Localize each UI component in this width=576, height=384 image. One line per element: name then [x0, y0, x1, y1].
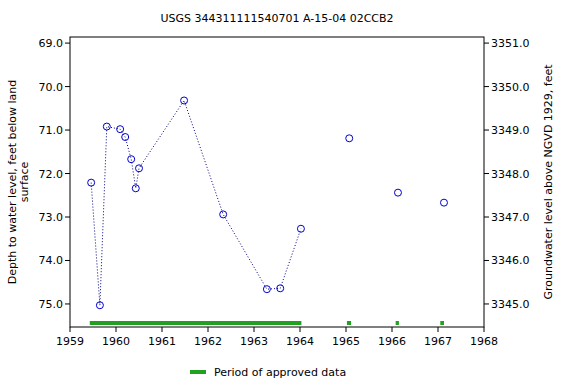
- y-tick-label: 75.0: [39, 298, 64, 311]
- y-tick: [65, 260, 70, 261]
- approved-period: [90, 321, 302, 325]
- plot-area: [88, 97, 448, 325]
- y-tick: [65, 43, 70, 44]
- y-tick: [65, 86, 70, 87]
- y-tick: [65, 303, 70, 304]
- legend-label: Period of approved data: [214, 366, 346, 379]
- y2-tick: [484, 217, 489, 218]
- x-tick: [300, 327, 301, 332]
- data-point: [277, 285, 284, 292]
- data-point: [263, 286, 270, 293]
- y-tick-label: 72.0: [39, 168, 64, 181]
- approved-period: [347, 321, 351, 325]
- y2-tick-label: 3345.0: [491, 298, 530, 311]
- data-point: [440, 199, 447, 206]
- legend-swatch: [190, 370, 206, 374]
- x-tick: [346, 327, 347, 332]
- y2-tick-label: 3351.0: [491, 37, 530, 50]
- data-point: [346, 135, 353, 142]
- y-tick-label: 69.0: [39, 37, 64, 50]
- x-tick: [162, 327, 163, 332]
- x-tick-label: 1960: [102, 335, 130, 348]
- series-line: [91, 100, 301, 305]
- x-tick: [392, 327, 393, 332]
- y2-tick-label: 3349.0: [491, 124, 530, 137]
- data-point: [128, 156, 135, 163]
- x-tick-label: 1963: [240, 335, 268, 348]
- approved-period: [440, 321, 444, 325]
- data-point: [136, 165, 143, 172]
- y-axis-label: surface: [18, 161, 31, 202]
- x-tick-label: 1961: [148, 335, 176, 348]
- y2-tick: [484, 130, 489, 131]
- y-tick-label: 73.0: [39, 211, 64, 224]
- chart: USGS 344311111540701 A-15-04 02CCB2 1959 1…: [0, 0, 576, 384]
- title: USGS 344311111540701 A-15-04 02CCB2: [160, 12, 393, 25]
- x-tick: [116, 327, 117, 332]
- y-tick: [65, 173, 70, 174]
- data-point: [103, 123, 110, 130]
- x-tick: [438, 327, 439, 332]
- y2-tick-label: 3346.0: [491, 254, 530, 267]
- y-tick: [65, 217, 70, 218]
- y-tick-label: 70.0: [39, 81, 64, 94]
- x-tick: [70, 327, 71, 332]
- data-point: [96, 302, 103, 309]
- y2-axis-label: Groundwater level above NGVD 1929, feet: [542, 64, 555, 300]
- x-tick-label: 1964: [286, 335, 314, 348]
- data-point: [181, 97, 188, 104]
- data-point: [394, 189, 401, 196]
- data-point: [117, 126, 124, 133]
- x-tick-label: 1965: [332, 335, 360, 348]
- data-point: [220, 211, 227, 218]
- approved-period: [396, 321, 399, 325]
- y-tick: [65, 130, 70, 131]
- x-tick-label: 1959: [56, 335, 84, 348]
- y2-tick: [484, 303, 489, 304]
- y2-tick: [484, 260, 489, 261]
- x-tick: [254, 327, 255, 332]
- data-point: [88, 179, 95, 186]
- x-tick: [484, 327, 485, 332]
- x-tick-label: 1966: [378, 335, 406, 348]
- y2-tick-label: 3348.0: [491, 168, 530, 181]
- x-tick-label: 1968: [470, 335, 498, 348]
- y2-tick: [484, 43, 489, 44]
- plot-frame: [70, 37, 484, 327]
- data-point: [132, 185, 139, 192]
- y2-tick-label: 3347.0: [491, 211, 530, 224]
- y-tick-label: 71.0: [39, 124, 64, 137]
- y2-tick: [484, 86, 489, 87]
- x-tick-label: 1962: [194, 335, 222, 348]
- y2-tick-label: 3350.0: [491, 81, 530, 94]
- y-tick-label: 74.0: [39, 254, 64, 267]
- x-tick: [208, 327, 209, 332]
- data-point: [122, 134, 129, 141]
- x-tick-label: 1967: [424, 335, 452, 348]
- y2-tick: [484, 173, 489, 174]
- data-point: [297, 225, 304, 232]
